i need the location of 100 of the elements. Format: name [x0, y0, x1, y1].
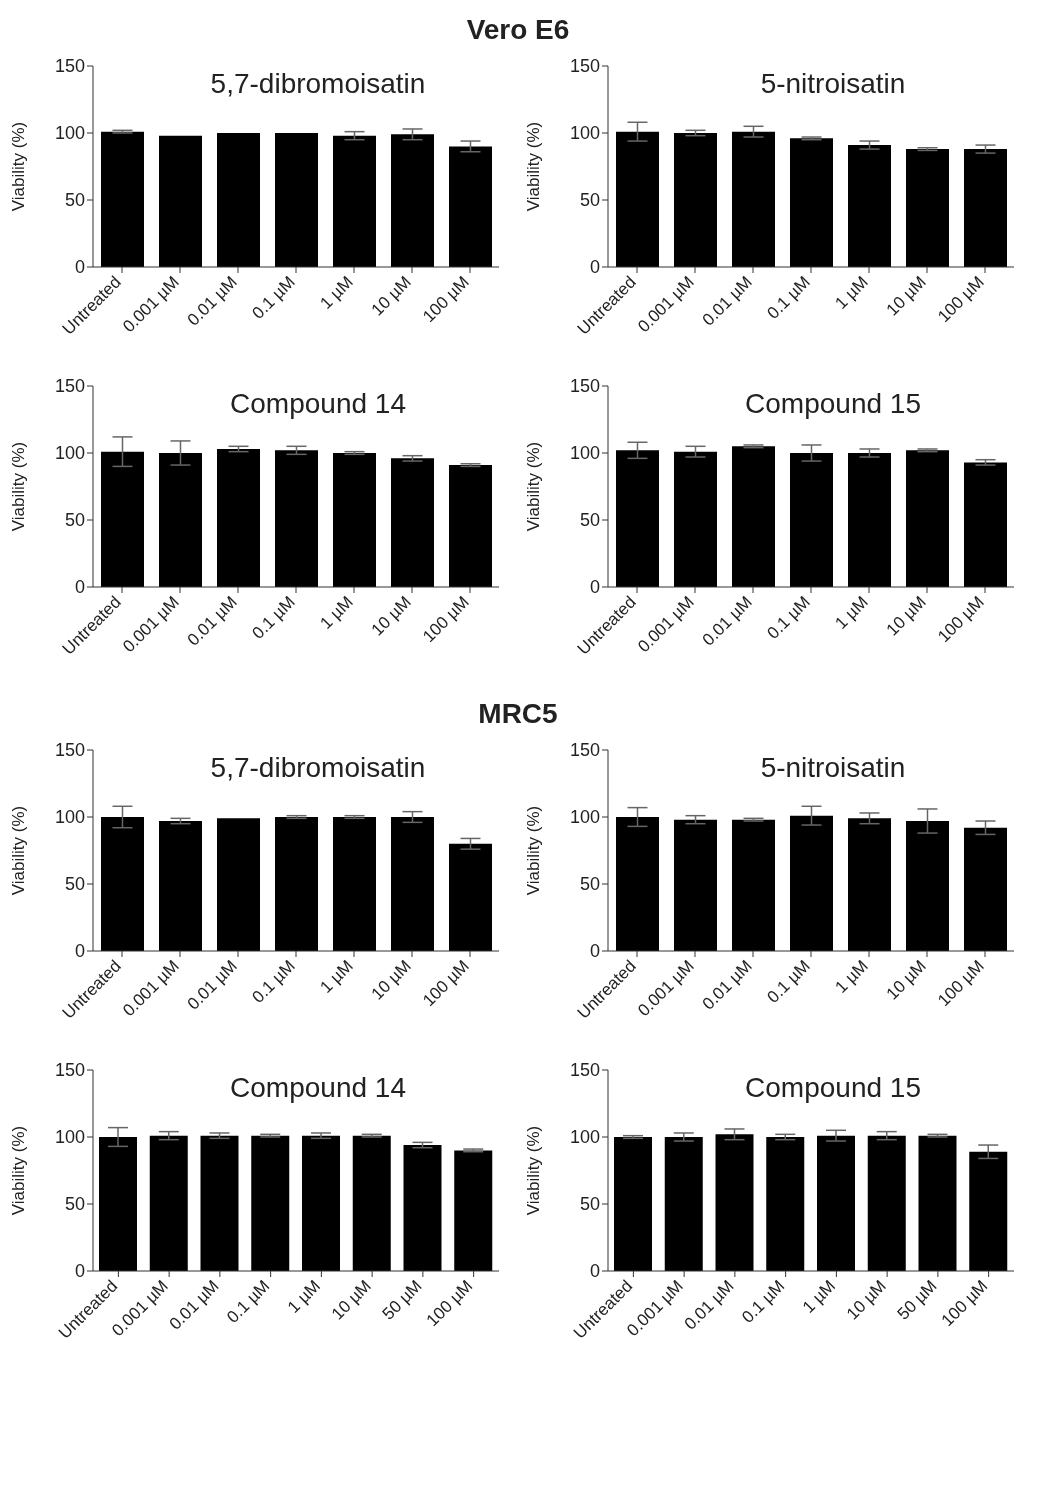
chart-title: 5,7-dibromoisatin	[209, 68, 427, 100]
x-tick-label: 0.1 µM	[248, 592, 299, 643]
y-tick-label: 150	[569, 740, 600, 761]
y-tick-label: 150	[54, 1060, 85, 1081]
chart-title: Compound 14	[229, 1072, 407, 1104]
x-tick-label: 100 µM	[934, 272, 988, 327]
bar	[732, 446, 775, 587]
bar	[616, 817, 659, 951]
y-tick-label: 50	[579, 1194, 600, 1215]
bar	[275, 817, 318, 951]
x-tick-label: 10 µM	[882, 592, 930, 640]
x-tick-label: 0.01 µM	[698, 592, 756, 650]
bar	[867, 1135, 906, 1271]
x-tick-label: 10 µM	[882, 956, 930, 1004]
y-tick-label: 100	[54, 807, 85, 828]
bar	[159, 135, 202, 267]
y-axis-title: Viability (%)	[9, 805, 29, 896]
x-tick-label: 0.01 µM	[183, 956, 241, 1014]
bar	[333, 817, 376, 951]
bar	[906, 450, 949, 587]
y-tick-label: 50	[579, 190, 600, 211]
bar	[766, 1137, 805, 1271]
x-tick-label: 1 µM	[831, 272, 872, 313]
y-tick-label: 0	[74, 257, 85, 278]
x-tick-label: 1 µM	[798, 1276, 840, 1317]
bar	[333, 135, 376, 267]
bar	[614, 1137, 652, 1271]
bar	[159, 821, 202, 951]
text: Vero E6	[465, 13, 571, 47]
x-tick-label: 0.1 µM	[248, 272, 299, 323]
x-tick-label: 100 µM	[934, 592, 988, 647]
bar	[217, 818, 260, 951]
x-tick-label: 0.01 µM	[183, 272, 241, 330]
x-tick-label: 10 µM	[842, 1276, 890, 1324]
y-tick-label: 50	[579, 874, 600, 895]
x-tick-label: 0.1 µM	[763, 592, 814, 643]
y-tick-label: 0	[589, 1261, 600, 1282]
bar	[918, 1135, 957, 1271]
x-tick-label: 100 µM	[419, 592, 473, 647]
x-tick-label: 10 µM	[367, 592, 415, 640]
y-tick-label: 0	[74, 577, 85, 598]
y-tick-label: 50	[64, 874, 85, 895]
bar	[732, 819, 775, 951]
y-axis-title: Viability (%)	[524, 1125, 544, 1216]
y-axis-title: Viability (%)	[9, 121, 29, 212]
y-axis-title: Viability (%)	[524, 805, 544, 896]
chart-title: 5,7-dibromoisatin	[209, 752, 427, 784]
y-tick-label: 0	[589, 257, 600, 278]
y-tick-label: 100	[569, 1127, 600, 1148]
y-tick-label: 50	[64, 1194, 85, 1215]
x-tick-label: 0.1 µM	[763, 272, 814, 323]
bar	[964, 462, 1007, 587]
bar	[674, 451, 717, 587]
bar	[217, 133, 260, 267]
x-tick-label: 0.01 µM	[698, 272, 756, 330]
chart-title: 5-nitroisatin	[759, 68, 907, 100]
bar	[275, 133, 318, 267]
chart-title: Compound 14	[229, 388, 407, 420]
y-tick-label: 150	[569, 376, 600, 397]
x-tick-label: 100 µM	[419, 956, 473, 1011]
y-tick-label: 150	[54, 56, 85, 77]
y-tick-label: 50	[64, 190, 85, 211]
bar	[674, 819, 717, 951]
x-tick-label: 10 µM	[882, 272, 930, 320]
bar	[790, 453, 833, 587]
y-tick-label: 100	[569, 807, 600, 828]
text: MRC5	[477, 697, 559, 731]
chart-title: Compound 15	[744, 1072, 922, 1104]
bar	[391, 817, 434, 951]
x-tick-label: 1 µM	[316, 592, 357, 633]
x-tick-label: 0.1 µM	[763, 956, 814, 1007]
y-tick-label: 0	[74, 941, 85, 962]
bar	[848, 453, 891, 587]
x-tick-label: 1 µM	[831, 592, 872, 633]
bar	[969, 1151, 1008, 1271]
bar	[391, 134, 434, 267]
y-tick-label: 150	[54, 740, 85, 761]
y-tick-label: 100	[54, 1127, 85, 1148]
y-tick-label: 100	[54, 123, 85, 144]
y-axis-title: Viability (%)	[9, 1125, 29, 1216]
y-tick-label: 150	[569, 56, 600, 77]
bar	[848, 818, 891, 951]
bar	[101, 131, 144, 267]
y-tick-label: 0	[74, 1261, 85, 1282]
x-tick-label: 100 µM	[934, 956, 988, 1011]
x-tick-label: 1 µM	[316, 272, 357, 313]
bar	[906, 821, 949, 951]
x-tick-label: 1 µM	[316, 956, 357, 997]
x-tick-label: 100 µM	[419, 272, 473, 327]
y-axis-title: Viability (%)	[524, 121, 544, 212]
bar	[817, 1135, 855, 1271]
y-tick-label: 100	[569, 443, 600, 464]
bar	[449, 843, 492, 951]
x-tick-label: 0.1 µM	[223, 1276, 274, 1327]
bar	[616, 450, 659, 587]
bar	[715, 1134, 754, 1271]
x-tick-label: 10 µM	[367, 272, 415, 320]
x-tick-label: 0.1 µM	[738, 1276, 789, 1327]
y-tick-label: 100	[569, 123, 600, 144]
y-tick-label: 0	[589, 941, 600, 962]
